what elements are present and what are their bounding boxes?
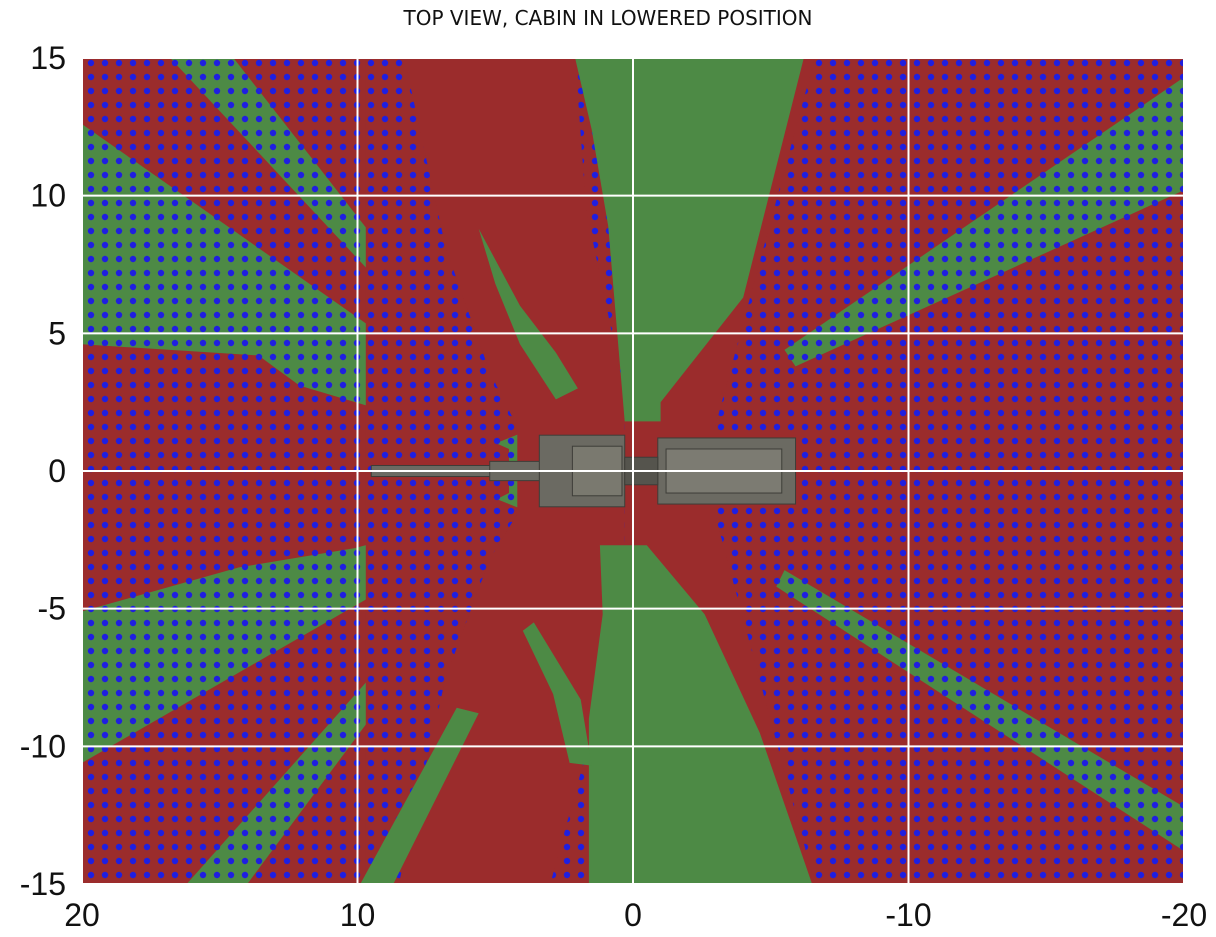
x-tick-label: -10 [885, 897, 931, 933]
y-tick-label: -10 [20, 728, 66, 764]
x-tick-label: -20 [1161, 897, 1207, 933]
grid-layer [82, 58, 1184, 884]
zone-green-11 [588, 545, 813, 884]
y-tick-label: -15 [20, 866, 66, 902]
zone-green-13 [522, 622, 592, 766]
y-tick-label: 0 [48, 453, 66, 489]
y-tick-label: -5 [38, 591, 66, 627]
zone-green-14 [360, 707, 479, 884]
chart-title: TOP VIEW, CABIN IN LOWERED POSITION [403, 6, 813, 30]
x-tick-label: 20 [64, 897, 100, 933]
y-tick-label: 5 [48, 315, 66, 351]
zone-dots-8 [784, 77, 1184, 367]
zone-green-12 [478, 228, 578, 400]
zone-dots-9 [776, 570, 1184, 851]
zone-red-5 [398, 58, 625, 884]
zone-dots-2 [82, 344, 509, 612]
tick-labels: 20 10 0 -10 -20 15 10 5 0 -5 -10 -15 [20, 40, 1207, 933]
x-tick-label: 10 [340, 897, 376, 933]
x-tick-label: 0 [624, 897, 642, 933]
plot-area [82, 58, 1184, 884]
y-tick-label: 10 [30, 178, 66, 214]
y-tick-label: 15 [30, 40, 66, 76]
